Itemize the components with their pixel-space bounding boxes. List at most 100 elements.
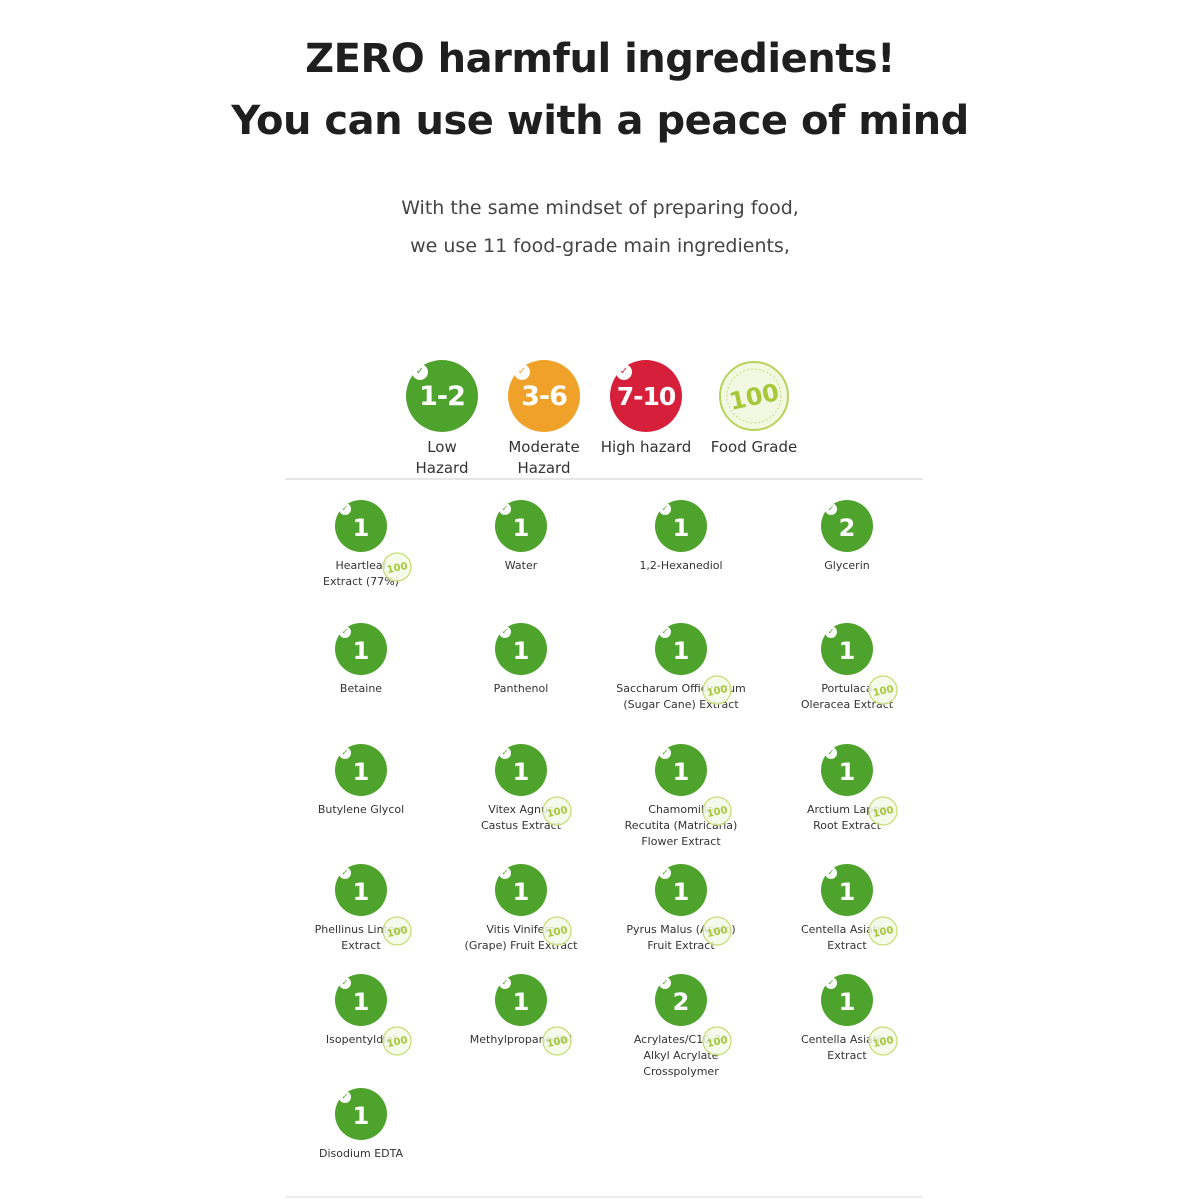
svg-text:100: 100	[386, 561, 409, 576]
hazard-score: 1	[352, 514, 370, 542]
hazard-score: 1	[672, 758, 690, 786]
headline-line-2: You can use with a peace of mind	[231, 98, 969, 144]
hazard-score: 1	[672, 514, 690, 542]
hazard-score: 1	[512, 758, 530, 786]
hazard-score-badge-icon: ✓ 1	[655, 864, 707, 916]
food-grade-seal-icon: 100	[702, 796, 732, 826]
svg-text:100: 100	[706, 684, 729, 699]
ingredient-name: Portulaca Oleracea Extract	[800, 682, 894, 711]
ingredient-item: ✓ 2 Glycerin	[772, 500, 922, 574]
hazard-score-badge-icon: ✓ 1	[821, 974, 873, 1026]
ingredient-name: Arctium Lappa Root Extract	[807, 803, 887, 832]
hazard-score-badge-icon: ✓ 1	[655, 500, 707, 552]
hazard-score: 2	[838, 514, 856, 542]
hazard-score: 1	[838, 758, 856, 786]
ingredient-item: ✓ 1 Portulaca Oleracea Extract 100	[772, 623, 922, 713]
food-grade-seal-icon: 100	[702, 916, 732, 946]
divider	[285, 478, 923, 480]
hazard-score-badge-icon: ✓ 1	[495, 744, 547, 796]
hazard-score: 1	[352, 1102, 370, 1130]
ingredient-name: Acrylates/C10-30 Alkyl Acrylate Crosspol…	[633, 1033, 729, 1078]
svg-text:100: 100	[706, 925, 729, 940]
hazard-score: 1	[512, 988, 530, 1016]
food-grade-seal-icon: 100	[868, 796, 898, 826]
hazard-score: 1	[352, 878, 370, 906]
food-grade-seal-icon: 100	[382, 1026, 412, 1056]
hazard-badge-low-icon: ✓ 1-2	[406, 360, 478, 432]
ingredient-item: ✓ 1 Butylene Glycol	[286, 744, 436, 818]
ingredient-name: Centella Asiatica Extract	[800, 923, 893, 952]
legend-food-grade: 100 Food Grade	[699, 360, 809, 458]
ingredient-item: ✓ 1 Vitex Agnus Castus Extract 100	[446, 744, 596, 834]
ingredient-item: ✓ 1 Disodium EDTA	[286, 1088, 436, 1162]
legend-label: High hazard	[600, 438, 692, 456]
ingredient-item: ✓1 Saccharum Officinarum (Sugar Cane) Ext…	[606, 623, 756, 713]
ingredient-name: Panthenol	[493, 682, 549, 695]
food-grade-seal-icon: 100	[702, 1026, 732, 1056]
ingredient-name: Heartleaf Extract (77%)	[323, 559, 399, 588]
food-grade-seal-icon: 100	[718, 360, 790, 432]
hazard-score-badge-icon: ✓ 1	[655, 623, 707, 675]
food-grade-seal-icon: 100	[868, 1026, 898, 1056]
hazard-score-badge-icon: ✓ 2	[821, 500, 873, 552]
ingredient-item: ✓ 1 Methylpropanediol 100	[446, 974, 596, 1056]
svg-text:100: 100	[706, 1035, 729, 1050]
hazard-score-badge-icon: ✓ 1	[335, 623, 387, 675]
ingredient-item: ✓ 1 Water	[446, 500, 596, 574]
divider-bottom	[285, 1196, 923, 1198]
food-grade-seal-icon: 100	[542, 1026, 572, 1056]
hazard-badge-high-icon: ✓ 7-10	[610, 360, 682, 432]
hazard-score-badge-icon: ✓ 1	[335, 974, 387, 1026]
hazard-score-badge-icon: ✓ 1	[495, 500, 547, 552]
svg-text:100: 100	[872, 684, 895, 699]
legend-badge-text: 7-10	[616, 382, 677, 411]
food-grade-seal-icon: 100	[868, 675, 898, 705]
food-grade-seal-icon: 100	[542, 796, 572, 826]
ingredient-item: ✓ 1 Betaine	[286, 623, 436, 697]
hazard-score: 1	[352, 988, 370, 1016]
hazard-score-badge-icon: ✓ 1	[335, 864, 387, 916]
food-grade-seal-icon: 100	[868, 916, 898, 946]
hazard-score: 1	[838, 988, 856, 1016]
svg-text:100: 100	[872, 925, 895, 940]
ingredient-name: Pyrus Malus (Apple) Fruit Extract	[626, 923, 735, 952]
ingredient-name: Vitis Vinifera (Grape) Fruit Extract	[464, 923, 578, 952]
ingredient-name: Disodium EDTA	[318, 1147, 404, 1160]
ingredient-name: Vitex Agnus Castus Extract	[480, 803, 562, 832]
ingredient-item: ✓ 1 Panthenol	[446, 623, 596, 697]
svg-text:100: 100	[872, 805, 895, 820]
legend-high-hazard: ✓ 7-10 High hazard	[591, 360, 701, 458]
hazard-score-badge-icon: ✓ 2	[655, 974, 707, 1026]
ingredient-name: Phellinus Linteus Extract	[314, 923, 408, 952]
legend-label: Moderate Hazard	[508, 438, 580, 477]
hazard-score-badge-icon: ✓ 1	[495, 974, 547, 1026]
svg-text:100: 100	[706, 805, 729, 820]
hazard-score: 1	[838, 637, 856, 665]
ingredient-name: Chamomilla Recutita (Matricaria) Flower …	[624, 803, 738, 848]
hazard-score: 1	[352, 637, 370, 665]
hazard-badge-moderate-icon: ✓ 3-6	[508, 360, 580, 432]
ingredient-item: ✓ 1 Heartleaf Extract (77%) 100	[286, 500, 436, 590]
hazard-score: 2	[672, 988, 690, 1016]
hazard-score-badge-icon: ✓ 1	[335, 744, 387, 796]
hazard-score: 1	[838, 878, 856, 906]
food-grade-seal-icon: 100	[382, 552, 412, 582]
subtitle-line-1: With the same mindset of preparing food,	[401, 197, 799, 219]
hazard-score-badge-icon: ✓ 1	[821, 864, 873, 916]
subtitle-line-2: we use 11 food-grade main ingredients,	[410, 235, 790, 257]
hazard-score: 1	[352, 758, 370, 786]
ingredient-name: Methylpropanediol	[469, 1033, 573, 1046]
hazard-score: 1	[512, 637, 530, 665]
legend-moderate-hazard: ✓ 3-6 Moderate Hazard	[489, 360, 599, 479]
hazard-score-badge-icon: ✓ 1	[655, 744, 707, 796]
hazard-score: 1	[672, 637, 690, 665]
food-grade-seal-icon: 100	[542, 916, 572, 946]
svg-text:100: 100	[546, 805, 569, 820]
ingredient-item: ✓1 Vitis Vinifera (Grape) Fruit Extract10…	[446, 864, 596, 954]
hazard-score: 1	[512, 514, 530, 542]
hazard-score-badge-icon: ✓ 1	[821, 744, 873, 796]
